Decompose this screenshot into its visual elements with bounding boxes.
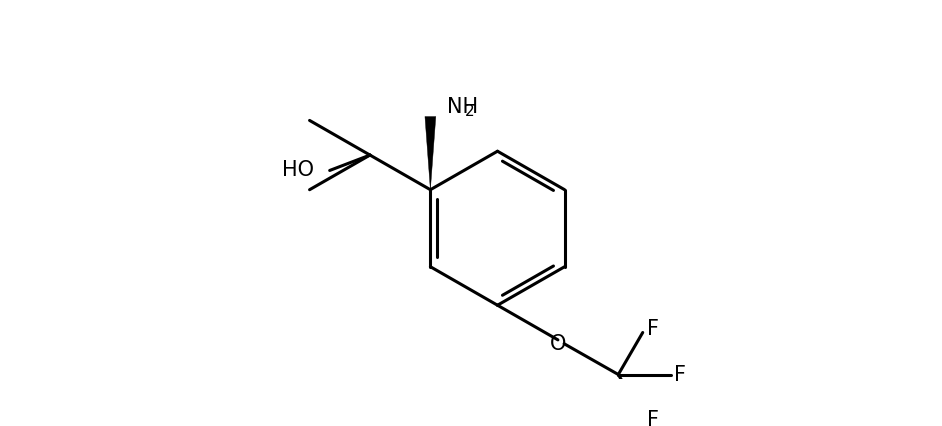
Text: F: F (674, 365, 687, 385)
Text: F: F (646, 319, 658, 339)
Text: NH: NH (447, 97, 479, 117)
Polygon shape (425, 117, 436, 190)
Text: HO: HO (283, 161, 315, 181)
Text: F: F (646, 410, 658, 426)
Text: 2: 2 (465, 104, 475, 119)
Text: O: O (550, 334, 566, 354)
